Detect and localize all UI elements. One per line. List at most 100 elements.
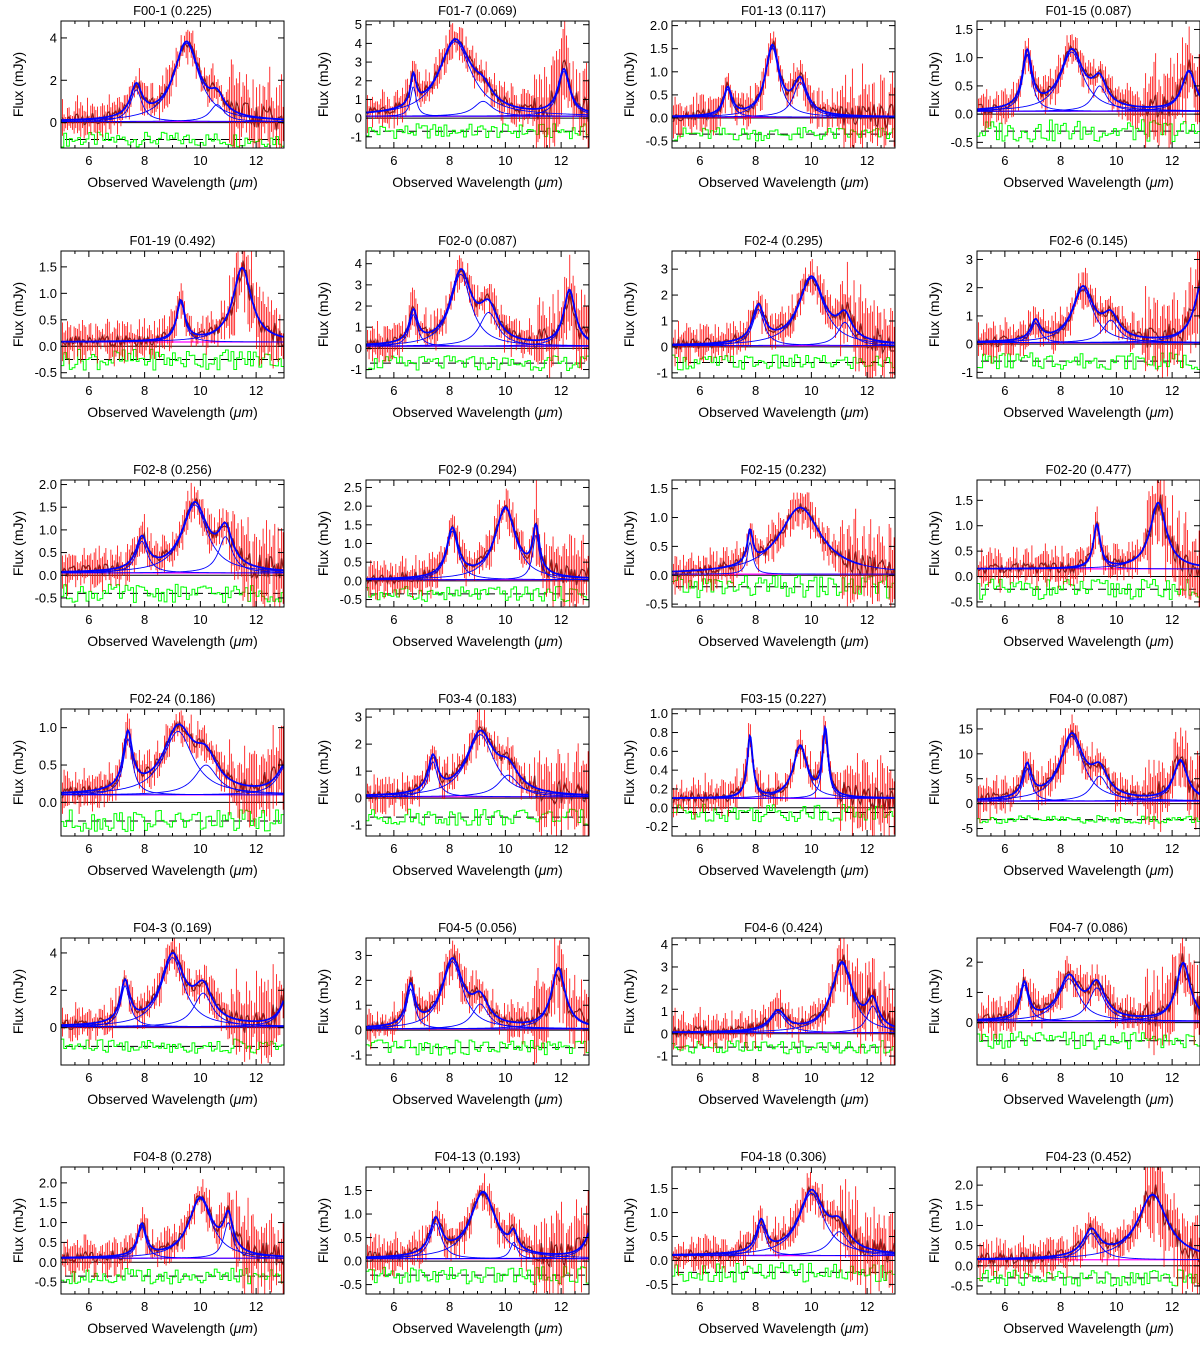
y-tick-label: 4: [50, 945, 57, 960]
fit-component: [672, 540, 895, 575]
residual-curve: [672, 1040, 895, 1055]
x-axis-label: Observed Wavelength (μm): [698, 174, 869, 190]
y-tick-label: 0: [966, 1015, 973, 1030]
y-axis-label: Flux (mJy): [926, 52, 942, 117]
x-tick-label: 8: [1057, 1299, 1064, 1314]
x-axis-label: Observed Wavelength (μm): [392, 633, 563, 649]
x-axis-label-unit: μm: [233, 862, 254, 878]
x-axis-label: Observed Wavelength (μm): [1003, 404, 1174, 420]
x-tick-label: 6: [1001, 383, 1008, 398]
plot-area: [61, 251, 284, 371]
x-tick-label: 8: [141, 1299, 148, 1314]
y-tick-label: 0.0: [39, 1255, 57, 1270]
y-tick-label: 0.5: [39, 545, 57, 560]
x-axis-label-text: Observed Wavelength (: [392, 404, 539, 420]
y-tick-label: 1.0: [344, 536, 362, 551]
x-axis-label-unit: μm: [844, 1320, 865, 1336]
x-axis-label: Observed Wavelength (μm): [87, 633, 258, 649]
x-axis-label-text: Observed Wavelength (: [698, 174, 845, 190]
y-tick-label: 15: [959, 721, 973, 736]
x-tick-label: 8: [446, 1070, 453, 1085]
x-axis-label-text: Observed Wavelength (: [87, 862, 234, 878]
y-axis-label: Flux (mJy): [926, 282, 942, 347]
y-tick-label: 1: [966, 985, 973, 1000]
panel-title: F04-8 (0.278): [133, 1149, 212, 1164]
fit-total: [61, 40, 284, 121]
x-tick-label: 6: [1001, 1299, 1008, 1314]
y-tick-label: -0.5: [35, 1275, 57, 1290]
panel-title: F01-13 (0.117): [741, 3, 826, 18]
x-axis-label-unit: μm: [538, 1320, 559, 1336]
x-tick-label: 8: [752, 1070, 759, 1085]
x-tick-label: 8: [141, 153, 148, 168]
data-curve: [61, 40, 284, 131]
x-tick-label: 12: [554, 383, 568, 398]
y-tick-label: 3: [355, 277, 362, 292]
x-tick-label: 8: [1057, 612, 1064, 627]
x-axis-label: Observed Wavelength (μm): [392, 174, 563, 190]
x-axis-label-unit: μm: [1149, 1320, 1170, 1336]
x-axis-label: Observed Wavelength (μm): [392, 1091, 563, 1107]
x-axis-label-text: Observed Wavelength (: [1003, 1320, 1150, 1336]
y-axis-label: Flux (mJy): [621, 282, 637, 347]
y-tick-label: 0.5: [650, 1229, 668, 1244]
x-axis-label-unit: μm: [1149, 404, 1170, 420]
y-tick-label: 3: [355, 948, 362, 963]
x-tick-label: 10: [1109, 1070, 1123, 1085]
y-tick-label: -0.5: [951, 594, 973, 609]
fit-component: [61, 1221, 284, 1259]
x-tick-label: 12: [554, 153, 568, 168]
fit-component: [366, 71, 589, 117]
y-tick-label: -0.5: [646, 597, 668, 612]
x-axis-label-text: Observed Wavelength (: [698, 1320, 845, 1336]
spectrum-panel: F04-23 (0.452) 6 8 10 12 -0.5 0.0 0.5 1.0 1.5 2.0 O…: [926, 1149, 1200, 1336]
plot-area: [366, 254, 589, 378]
y-tick-label: 0.0: [650, 800, 668, 815]
y-tick-label: 0.6: [650, 744, 668, 759]
x-axis-label-unit: μm: [1149, 862, 1170, 878]
plot-area: [672, 938, 895, 1065]
fit-component: [61, 737, 284, 796]
y-tick-label: 2.0: [955, 1178, 973, 1193]
y-tick-label: 0.0: [39, 339, 57, 354]
x-axis-label-close: ): [253, 1091, 258, 1107]
panel-title: F04-3 (0.169): [133, 920, 212, 935]
x-tick-label: 6: [390, 1299, 397, 1314]
y-tick-label: 3: [661, 262, 668, 277]
residual-curve: [977, 1031, 1200, 1050]
x-tick-label: 12: [1165, 1070, 1179, 1085]
x-tick-label: 8: [446, 383, 453, 398]
plot-area: [61, 29, 284, 148]
residual-curve: [672, 127, 895, 142]
x-tick-label: 12: [554, 841, 568, 856]
x-axis-label-close: ): [253, 862, 258, 878]
x-axis-label-close: ): [864, 862, 869, 878]
y-tick-label: 0: [50, 115, 57, 130]
fit-total: [366, 1190, 589, 1259]
y-tick-label: 1: [355, 764, 362, 779]
fit-component: [61, 536, 284, 574]
panel-title: F00-1 (0.225): [133, 3, 212, 18]
x-tick-label: 8: [1057, 383, 1064, 398]
y-tick-label: 0.0: [650, 110, 668, 125]
fit-total: [977, 732, 1200, 801]
y-axis-label: Flux (mJy): [315, 1198, 331, 1263]
y-tick-label: 0.5: [955, 544, 973, 559]
x-axis-label-text: Observed Wavelength (: [1003, 862, 1150, 878]
fit-component: [672, 1231, 895, 1256]
x-tick-label: 10: [193, 153, 207, 168]
plot-area: [672, 31, 895, 148]
y-axis-label: Flux (mJy): [926, 969, 942, 1034]
y-tick-label: 2: [966, 955, 973, 970]
x-axis-label-close: ): [558, 1091, 563, 1107]
y-tick-label: -0.5: [35, 590, 57, 605]
x-tick-label: 6: [696, 153, 703, 168]
fit-component: [61, 504, 284, 573]
panel-title: F02-4 (0.295): [744, 233, 823, 248]
y-tick-label: 4: [355, 256, 362, 271]
y-tick-label: 3: [355, 710, 362, 725]
x-axis-label-text: Observed Wavelength (: [87, 174, 234, 190]
x-axis-label-text: Observed Wavelength (: [87, 1320, 234, 1336]
y-tick-label: -0.5: [340, 592, 362, 607]
